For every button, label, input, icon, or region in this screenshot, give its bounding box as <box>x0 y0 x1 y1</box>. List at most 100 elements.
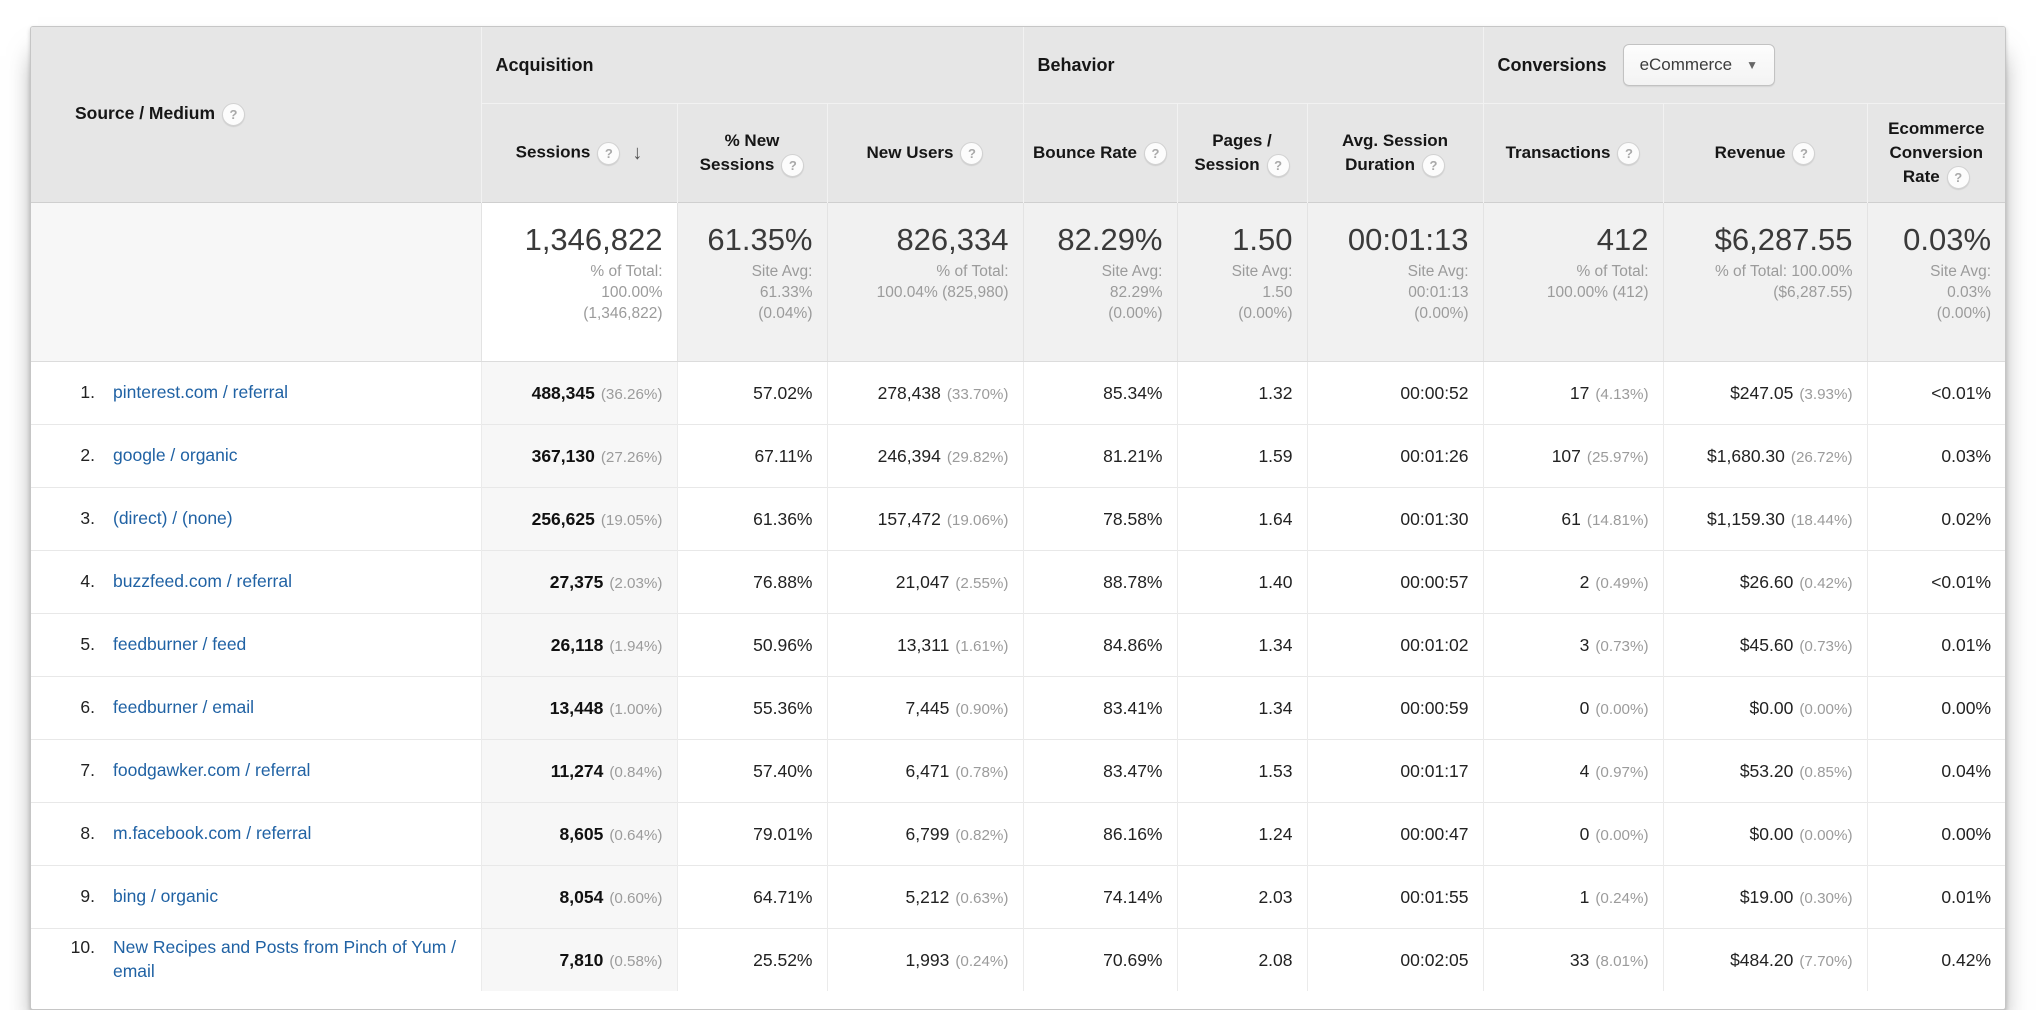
cell-value: 246,394 <box>877 445 941 466</box>
ecommerce-conversion-rate-cell: 0.02% <box>1866 487 2005 551</box>
new-sessions-cell: 50.96% <box>676 613 827 677</box>
cell-percent: (0.73%) <box>1799 637 1853 655</box>
cell-percent: (27.26%) <box>600 448 663 466</box>
cell-percent: (0.97%) <box>1595 763 1649 781</box>
total-value: 82.29% <box>1057 222 1163 257</box>
avg-session-duration-cell: 00:02:05 <box>1306 928 1484 991</box>
help-icon[interactable]: ? <box>1617 142 1641 165</box>
total-subtext: Site Avg: 82.29% (0.00%) <box>1101 263 1163 322</box>
sessions-cell: 256,625 (19.05%) <box>480 487 677 551</box>
row-rank: 10. <box>70 937 95 958</box>
column-header-transactions[interactable]: Transactions? <box>1482 103 1664 203</box>
group-header-conversions: Conversions eCommerce ▼ <box>1482 27 2005 104</box>
help-icon[interactable]: ? <box>1946 165 1970 189</box>
source-medium-link[interactable]: buzzfeed.com / referral <box>113 571 292 592</box>
cell-value: 61.36% <box>753 508 813 529</box>
cell-value: 00:01:30 <box>1400 508 1469 529</box>
cell-value: 278,438 <box>877 382 941 403</box>
table-row: 8. m.facebook.com / referral 8,605 (0.64%)… <box>31 802 2005 866</box>
transactions-cell: 17 (4.13%) <box>1482 361 1664 425</box>
cell-value: 1.24 <box>1258 823 1293 844</box>
column-header-new-users[interactable]: New Users? <box>826 103 1023 203</box>
group-label: Conversions <box>1497 54 1607 75</box>
revenue-cell: $53.20 (0.85%) <box>1662 739 1868 803</box>
source-medium-link[interactable]: pinterest.com / referral <box>113 382 289 403</box>
cell-value: 25.52% <box>753 949 813 970</box>
column-header-ecommerce-conversion-rate[interactable]: Ecommerce Conversion Rate? <box>1866 103 2005 203</box>
column-header-revenue[interactable]: Revenue? <box>1662 103 1868 203</box>
source-medium-link[interactable]: feedburner / email <box>113 697 255 718</box>
conversions-goal-selector[interactable]: eCommerce ▼ <box>1622 44 1776 86</box>
column-header-bounce-rate[interactable]: Bounce Rate? <box>1022 103 1177 203</box>
ecommerce-conversion-rate-cell: 0.04% <box>1866 739 2005 803</box>
cell-value: 1.32 <box>1258 382 1293 403</box>
help-icon[interactable]: ? <box>1421 153 1445 177</box>
cell-value: 1.34 <box>1258 634 1293 655</box>
source-medium-link[interactable]: m.facebook.com / referral <box>113 823 312 844</box>
cell-percent: (0.00%) <box>1799 826 1853 844</box>
new-users-cell: 246,394 (29.82%) <box>826 424 1023 488</box>
bounce-rate-cell: 85.34% <box>1022 361 1177 425</box>
totals-new-users: 826,334 % of Total: 100.04% (825,980) <box>826 202 1023 362</box>
cell-percent: (2.55%) <box>955 574 1009 592</box>
help-icon[interactable]: ? <box>1792 142 1816 165</box>
total-value: 00:01:13 <box>1347 222 1469 257</box>
column-header-sessions[interactable]: Sessions? ↓ <box>480 103 677 203</box>
cell-value: 85.34% <box>1103 382 1163 403</box>
source-medium-cell: 8. m.facebook.com / referral <box>31 802 481 866</box>
sessions-cell: 11,274 (0.84%) <box>480 739 677 803</box>
cell-value: 7,445 <box>905 697 950 718</box>
pages-session-cell: 2.03 <box>1176 865 1307 929</box>
pages-session-cell: 1.34 <box>1176 613 1307 677</box>
cell-value: 55.36% <box>753 697 813 718</box>
source-medium-link[interactable]: bing / organic <box>113 886 219 907</box>
table-row: 9. bing / organic 8,054 (0.60%) 64.71% 5,2… <box>31 865 2005 929</box>
totals-bounce-rate: 82.29% Site Avg: 82.29% (0.00%) <box>1022 202 1177 362</box>
source-medium-link[interactable]: feedburner / feed <box>113 634 247 655</box>
total-subtext: Site Avg: 0.03% (0.00%) <box>1930 263 1992 322</box>
column-header-pages-session[interactable]: Pages / Session? <box>1176 103 1307 203</box>
cell-value: $1,159.30 <box>1707 508 1785 529</box>
cell-value: 0.04% <box>1941 760 1992 781</box>
help-icon[interactable]: ? <box>781 153 805 177</box>
cell-value: 488,345 <box>531 382 595 403</box>
help-icon[interactable]: ? <box>222 103 246 126</box>
source-medium-link[interactable]: New Recipes and Posts from Pinch of Yum … <box>113 937 457 981</box>
cell-percent: (0.30%) <box>1799 889 1853 907</box>
cell-percent: (26.72%) <box>1790 448 1853 466</box>
table-row: 6. feedburner / email 13,448 (1.00%) 55.36… <box>31 676 2005 740</box>
source-medium-link[interactable]: foodgawker.com / referral <box>113 760 311 781</box>
cell-percent: (4.13%) <box>1595 385 1649 403</box>
source-medium-cell: 2. google / organic <box>31 424 481 488</box>
group-label: Acquisition <box>495 54 594 75</box>
cell-value: 84.86% <box>1103 634 1163 655</box>
group-header-row: Source / Medium? Acquisition Behavior Co… <box>31 27 2005 203</box>
column-header-source-medium[interactable]: Source / Medium? <box>31 27 482 203</box>
cell-percent: (19.06%) <box>946 511 1009 529</box>
cell-value: 00:00:52 <box>1400 382 1469 403</box>
row-rank: 1. <box>80 382 95 403</box>
cell-value: $26.60 <box>1739 571 1794 592</box>
pages-session-cell: 1.34 <box>1176 676 1307 740</box>
help-icon[interactable]: ? <box>1266 153 1290 177</box>
source-medium-link[interactable]: google / organic <box>113 445 238 466</box>
source-medium-link[interactable]: (direct) / (none) <box>113 508 233 529</box>
cell-value: 1.40 <box>1258 571 1293 592</box>
help-icon[interactable]: ? <box>1143 142 1167 165</box>
help-icon[interactable]: ? <box>960 142 984 165</box>
sessions-cell: 7,810 (0.58%) <box>480 928 677 991</box>
new-users-cell: 157,472 (19.06%) <box>826 487 1023 551</box>
avg-session-duration-cell: 00:00:57 <box>1306 550 1484 614</box>
column-label: Ecommerce Conversion Rate <box>1888 119 1985 186</box>
pages-session-cell: 1.24 <box>1176 802 1307 866</box>
transactions-cell: 61 (14.81%) <box>1482 487 1664 551</box>
help-icon[interactable]: ? <box>597 141 621 165</box>
cell-value: 00:01:02 <box>1400 634 1469 655</box>
bounce-rate-cell: 70.69% <box>1022 928 1177 991</box>
column-header-new-sessions[interactable]: % New Sessions? <box>676 103 827 203</box>
totals-row: 1,346,822 % of Total: 100.00% (1,346,822… <box>31 202 2005 362</box>
column-header-avg-session-duration[interactable]: Avg. Session Duration? <box>1306 103 1484 203</box>
cell-value: 00:00:47 <box>1400 823 1469 844</box>
avg-session-duration-cell: 00:01:17 <box>1306 739 1484 803</box>
table-row: 10. New Recipes and Posts from Pinch of Y… <box>31 928 2005 991</box>
